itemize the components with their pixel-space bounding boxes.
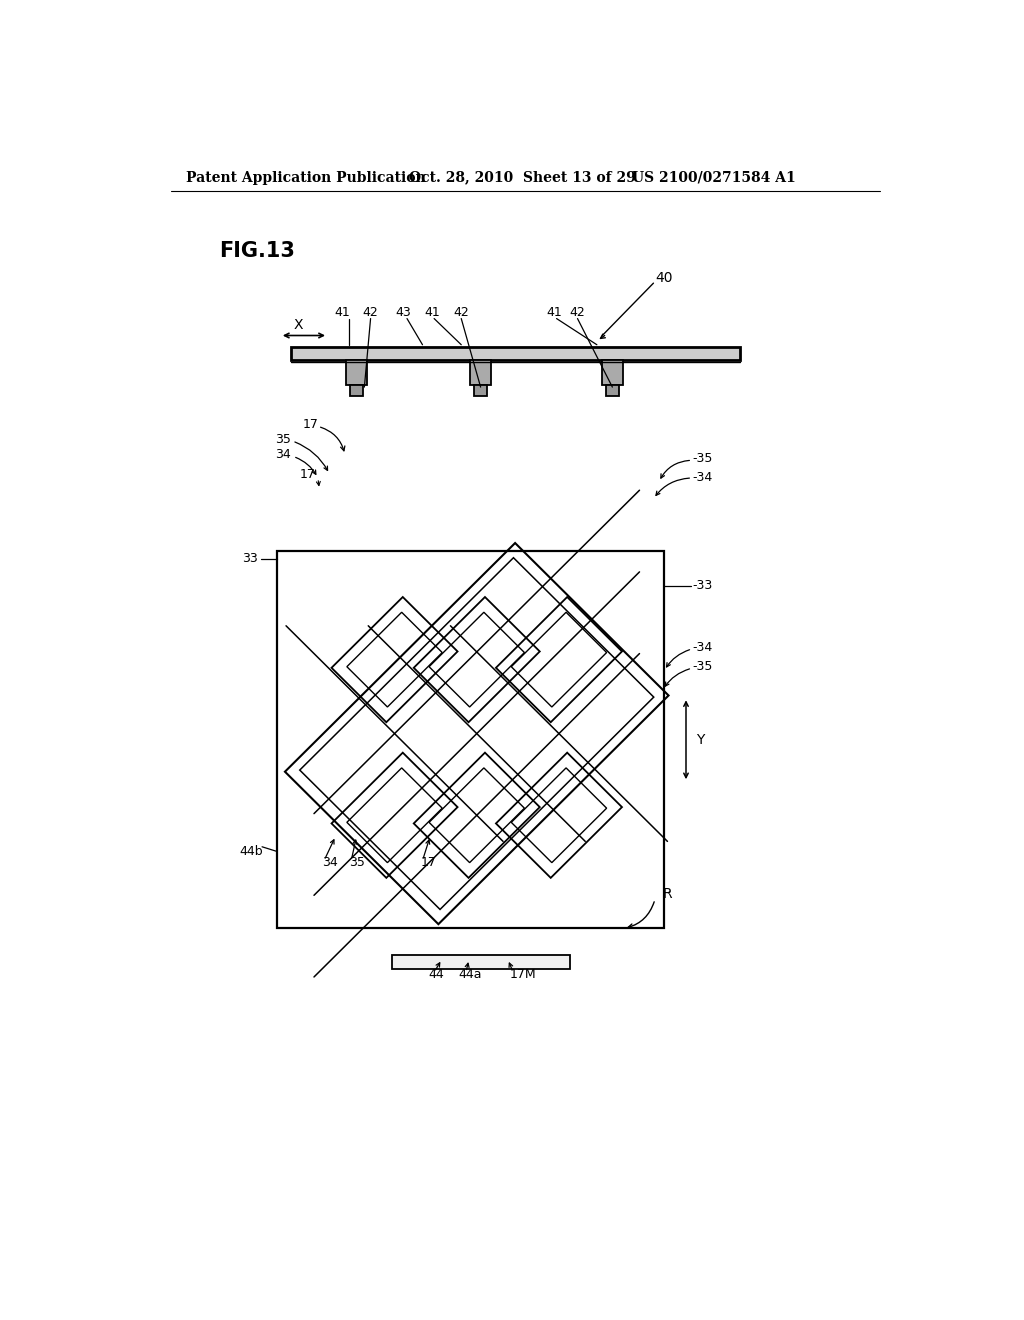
Text: 17: 17 xyxy=(300,467,316,480)
Text: 42: 42 xyxy=(362,306,379,319)
Text: -35: -35 xyxy=(692,453,713,465)
Bar xyxy=(601,360,624,385)
Text: 17M: 17M xyxy=(510,968,537,981)
Text: 33: 33 xyxy=(243,552,258,565)
Text: -33: -33 xyxy=(692,579,713,593)
Bar xyxy=(276,552,665,928)
Text: X: X xyxy=(294,318,303,333)
Text: -34: -34 xyxy=(692,640,713,653)
Bar xyxy=(346,360,368,385)
Text: 44b: 44b xyxy=(240,845,263,858)
Text: 17: 17 xyxy=(421,857,437,870)
Text: 42: 42 xyxy=(569,306,586,319)
Bar xyxy=(606,385,618,396)
Bar xyxy=(291,347,740,360)
Text: 35: 35 xyxy=(349,857,365,870)
Text: -35: -35 xyxy=(692,660,713,673)
Text: 40: 40 xyxy=(655,271,673,285)
Text: 41: 41 xyxy=(425,306,440,319)
Text: 42: 42 xyxy=(454,306,469,319)
Bar xyxy=(470,360,492,385)
Text: 41: 41 xyxy=(334,306,350,319)
Text: R: R xyxy=(663,887,673,900)
Text: 43: 43 xyxy=(395,306,411,319)
Text: 41: 41 xyxy=(547,306,562,319)
Text: 34: 34 xyxy=(322,857,338,870)
Bar xyxy=(391,956,569,969)
Text: Patent Application Publication: Patent Application Publication xyxy=(186,170,426,185)
Text: FIG.13: FIG.13 xyxy=(219,240,295,261)
Text: 44a: 44a xyxy=(458,968,481,981)
Text: Oct. 28, 2010  Sheet 13 of 29: Oct. 28, 2010 Sheet 13 of 29 xyxy=(410,170,636,185)
Bar xyxy=(474,385,486,396)
Bar xyxy=(350,385,362,396)
Text: 17: 17 xyxy=(303,417,318,430)
Text: -34: -34 xyxy=(692,471,713,484)
Text: 35: 35 xyxy=(274,433,291,446)
Text: Y: Y xyxy=(696,733,705,747)
Text: US 2100/0271584 A1: US 2100/0271584 A1 xyxy=(632,170,796,185)
Text: 34: 34 xyxy=(275,449,291,462)
Text: 44: 44 xyxy=(429,968,444,981)
